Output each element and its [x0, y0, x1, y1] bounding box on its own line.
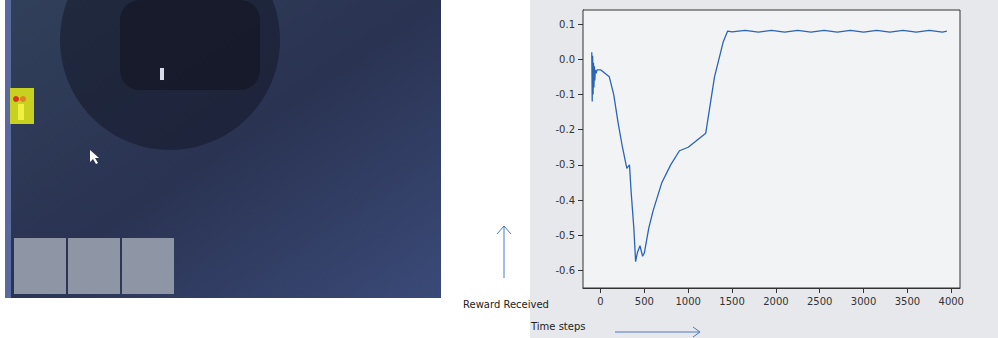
svg-text:1000: 1000 — [675, 296, 700, 307]
svg-text:0.0: 0.0 — [559, 54, 575, 65]
svg-text:-0.6: -0.6 — [555, 265, 575, 276]
svg-text:2000: 2000 — [763, 296, 788, 307]
svg-text:0: 0 — [597, 296, 603, 307]
svg-text:Reward Received: Reward Received — [463, 299, 549, 310]
svg-text:Time steps: Time steps — [530, 321, 586, 332]
svg-text:-0.5: -0.5 — [555, 230, 575, 241]
svg-text:1500: 1500 — [719, 296, 744, 307]
svg-text:-0.2: -0.2 — [555, 124, 575, 135]
svg-text:-0.3: -0.3 — [555, 159, 575, 170]
svg-text:-0.4: -0.4 — [555, 195, 575, 206]
svg-text:4000: 4000 — [939, 296, 964, 307]
svg-text:3000: 3000 — [851, 296, 876, 307]
svg-text:500: 500 — [635, 296, 654, 307]
svg-text:2500: 2500 — [807, 296, 832, 307]
svg-text:0.1: 0.1 — [559, 19, 575, 30]
svg-text:-0.1: -0.1 — [555, 89, 575, 100]
svg-text:3500: 3500 — [895, 296, 920, 307]
